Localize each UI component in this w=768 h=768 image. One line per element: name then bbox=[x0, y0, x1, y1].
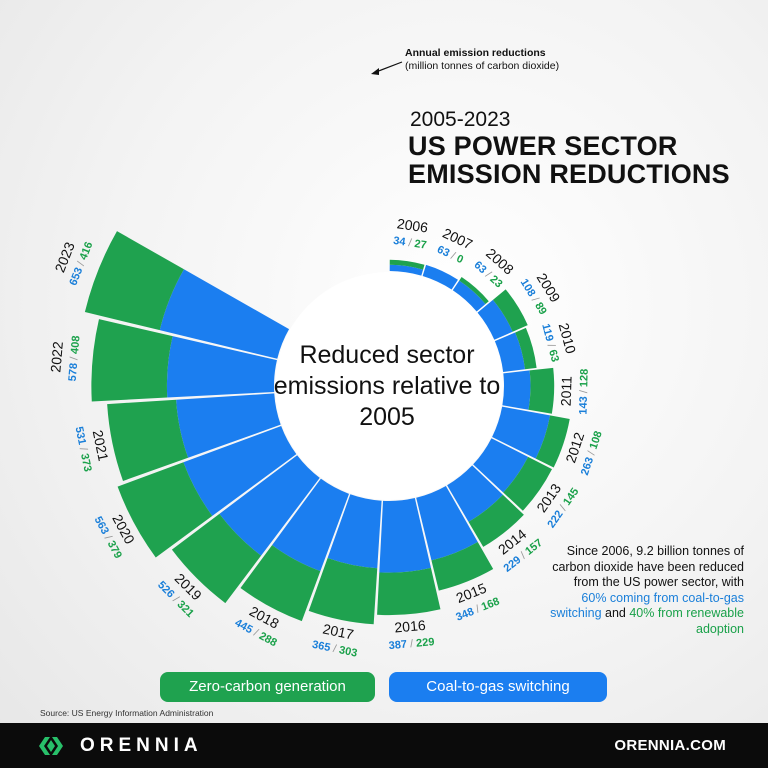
page-title: US POWER SECTOR EMISSION REDUCTIONS bbox=[408, 132, 730, 188]
year-label-2006: 2006 bbox=[396, 215, 429, 235]
chart-annotation: Annual emission reductions (million tonn… bbox=[405, 47, 559, 73]
bar-coal-to-gas-2011 bbox=[502, 370, 531, 410]
bar-coal-to-gas-2020 bbox=[183, 425, 297, 516]
bar-coal-to-gas-2012 bbox=[492, 406, 551, 459]
annotation-arrow bbox=[375, 61, 403, 73]
label-group-2022: 2022 578 / 408 bbox=[47, 335, 83, 382]
summary-blue-highlight: 60% coming from coal-to-gas switching bbox=[550, 590, 744, 621]
bar-coal-to-gas-2018 bbox=[272, 478, 350, 572]
bar-zero-carbon-2019 bbox=[171, 513, 262, 604]
title-years: 2005-2023 bbox=[410, 108, 511, 131]
bar-zero-carbon-2010 bbox=[515, 327, 537, 370]
legend-zero-carbon: Zero-carbon generation bbox=[160, 672, 375, 702]
summary-part2: and bbox=[601, 606, 630, 620]
summary-text: Since 2006, 9.2 billion tonnes of carbon… bbox=[548, 544, 744, 637]
bar-coal-to-gas-2021 bbox=[176, 393, 281, 458]
value-label-2022: 578 / 408 bbox=[67, 335, 83, 382]
annotation-line2: (million tonnes of carbon dioxide) bbox=[405, 60, 560, 72]
bar-coal-to-gas-2008 bbox=[452, 280, 486, 312]
label-group-2011: 2011 143 / 128 bbox=[558, 369, 591, 415]
value-label-2016: 387 / 229 bbox=[388, 636, 435, 652]
bar-zero-carbon-2015 bbox=[431, 541, 494, 591]
annotation-line1: Annual emission reductions bbox=[405, 47, 546, 59]
bar-coal-to-gas-2014 bbox=[447, 465, 503, 522]
year-label-2016: 2016 bbox=[394, 617, 427, 636]
value-label-2020: 563 / 379 bbox=[92, 515, 124, 561]
bar-zero-carbon-2020 bbox=[117, 462, 213, 558]
bar-zero-carbon-2009 bbox=[492, 289, 528, 332]
bar-zero-carbon-2006 bbox=[389, 259, 425, 270]
brand-name: ORENNIA bbox=[80, 735, 203, 756]
bar-zero-carbon-2023 bbox=[84, 231, 184, 331]
value-label-2011: 143 / 128 bbox=[577, 369, 590, 415]
bar-zero-carbon-2022 bbox=[91, 319, 173, 402]
bar-zero-carbon-2018 bbox=[240, 545, 321, 622]
bar-zero-carbon-2011 bbox=[528, 367, 555, 414]
year-label-2010: 2010 bbox=[556, 321, 580, 355]
bar-coal-to-gas-2022 bbox=[166, 336, 277, 398]
year-label-2021: 2021 bbox=[90, 429, 112, 463]
year-label-2017: 2017 bbox=[321, 621, 355, 643]
summary-part1: Since 2006, 9.2 billion tonnes of carbon… bbox=[552, 544, 744, 589]
value-label-2012: 263 / 108 bbox=[579, 430, 605, 477]
center-disc bbox=[275, 272, 503, 500]
bar-zero-carbon-2017 bbox=[308, 557, 378, 625]
orennia-logo-icon bbox=[39, 737, 63, 755]
bar-coal-to-gas-2023 bbox=[159, 269, 290, 359]
title-line2: EMISSION REDUCTIONS bbox=[408, 159, 730, 189]
annotation-arrowhead bbox=[371, 68, 379, 75]
bar-zero-carbon-2012 bbox=[535, 415, 570, 468]
value-label-2006: 34 / 27 bbox=[392, 235, 427, 252]
center-label: Reduced sector emissions relative to 200… bbox=[273, 341, 501, 431]
bar-zero-carbon-2008 bbox=[459, 277, 489, 304]
brand-url[interactable]: ORENNIA.COM bbox=[614, 737, 726, 754]
bar-coal-to-gas-2007 bbox=[422, 264, 458, 290]
bar-zero-carbon-2021 bbox=[107, 399, 189, 481]
bar-coal-to-gas-2010 bbox=[494, 332, 526, 372]
bar-zero-carbon-2016 bbox=[377, 567, 441, 616]
value-label-2017: 365 / 303 bbox=[311, 639, 358, 660]
summary-green-highlight: 40% from renewable adoption bbox=[629, 606, 744, 636]
bar-zero-carbon-2014 bbox=[468, 494, 524, 547]
bar-coal-to-gas-2015 bbox=[416, 485, 478, 561]
bar-coal-to-gas-2013 bbox=[473, 438, 529, 493]
bar-coal-to-gas-2006 bbox=[389, 264, 424, 276]
bar-coal-to-gas-2009 bbox=[477, 299, 513, 340]
bar-coal-to-gas-2016 bbox=[379, 498, 431, 573]
value-label-2007: 63 / 0 bbox=[435, 244, 465, 267]
year-label-2022: 2022 bbox=[47, 341, 66, 374]
bar-coal-to-gas-2019 bbox=[219, 455, 320, 556]
value-label-2021: 531 / 373 bbox=[73, 425, 94, 472]
legend-coal-to-gas: Coal-to-gas switching bbox=[389, 672, 607, 702]
bar-coal-to-gas-2017 bbox=[327, 494, 382, 569]
title-line1: US POWER SECTOR bbox=[408, 131, 678, 161]
footer-bar: ORENNIA ORENNIA.COM bbox=[0, 723, 768, 768]
value-label-2010: 119 / 63 bbox=[539, 322, 561, 363]
year-label-2011: 2011 bbox=[558, 376, 575, 407]
bar-zero-carbon-2013 bbox=[503, 456, 553, 511]
source-note: Source: US Energy Information Administra… bbox=[40, 708, 214, 718]
